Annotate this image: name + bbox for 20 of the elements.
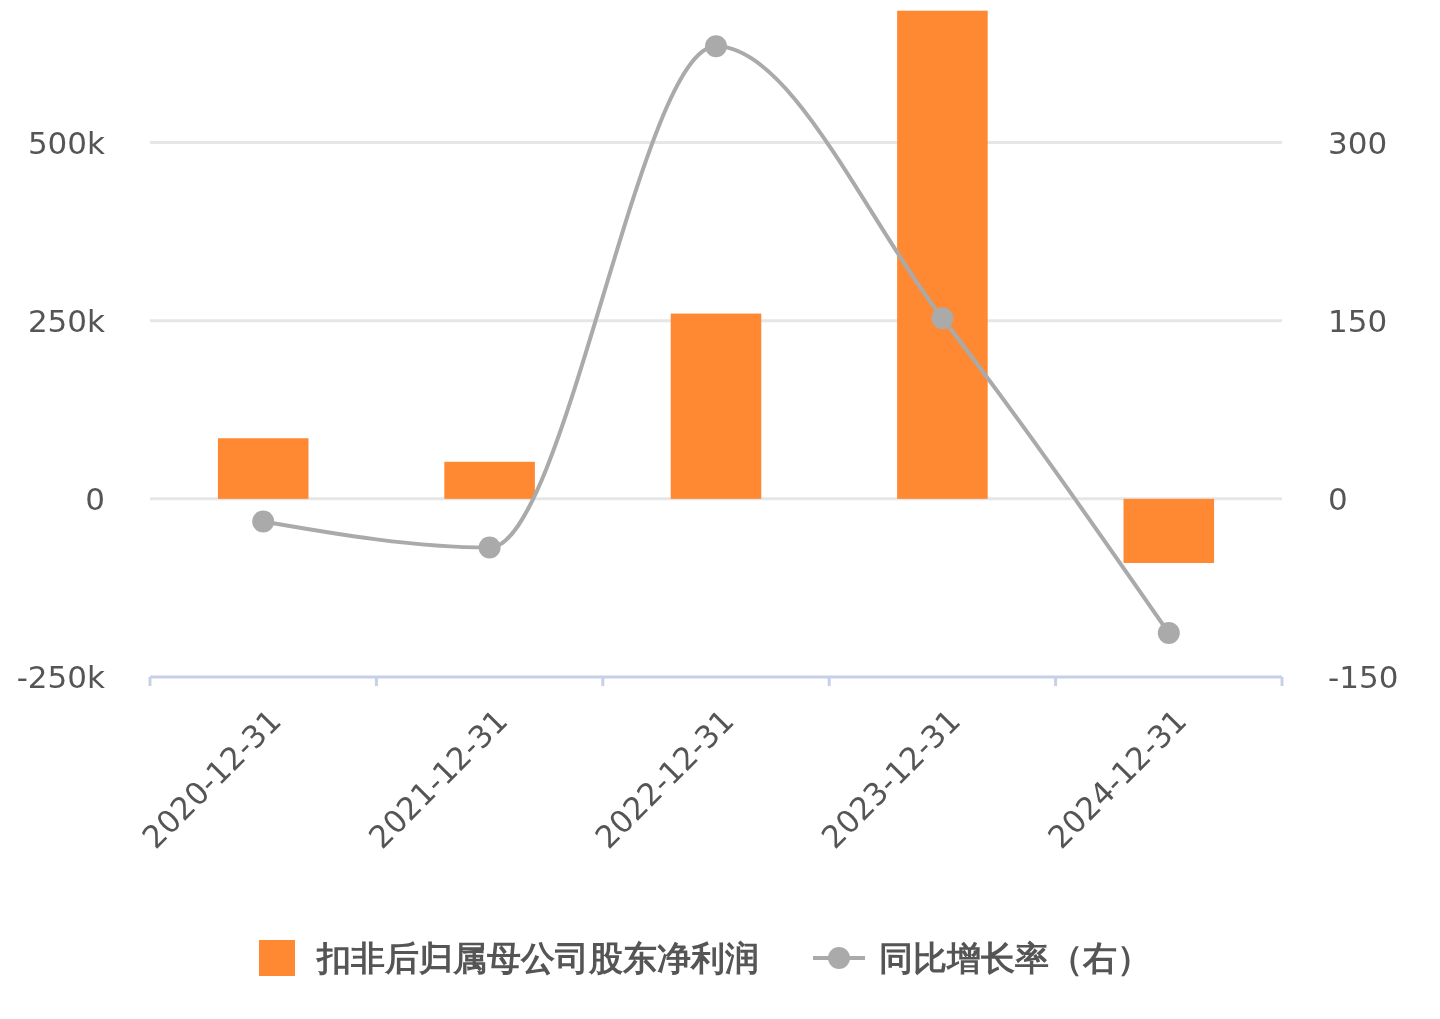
bar [444,461,535,499]
y2-tick-label: 300 [1328,124,1388,161]
y-tick-label: 250k [27,302,106,339]
legend-label: 同比增长率（右） [879,938,1151,978]
point [1157,622,1180,645]
bar [1123,498,1215,563]
y2-tick-label: -150 [1328,659,1399,695]
y-tick-label: 500k [27,124,106,161]
bar [217,438,309,499]
point [252,510,275,533]
point [705,35,727,58]
bar [670,313,762,499]
y-tick-label: 0 [85,480,105,517]
y2-tick-label: 150 [1328,302,1388,339]
point [478,536,501,559]
bar [897,10,988,499]
y-tick-label: -250k [16,659,106,695]
y2-tick-label: 0 [1328,480,1348,517]
legend-label: 扣非后归属母公司股东净利润 [315,938,759,978]
point [931,307,954,330]
